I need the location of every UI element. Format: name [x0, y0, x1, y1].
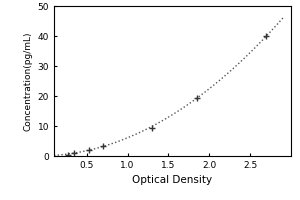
X-axis label: Optical Density: Optical Density: [132, 175, 213, 185]
Y-axis label: Concentration(pg/mL): Concentration(pg/mL): [23, 31, 32, 131]
